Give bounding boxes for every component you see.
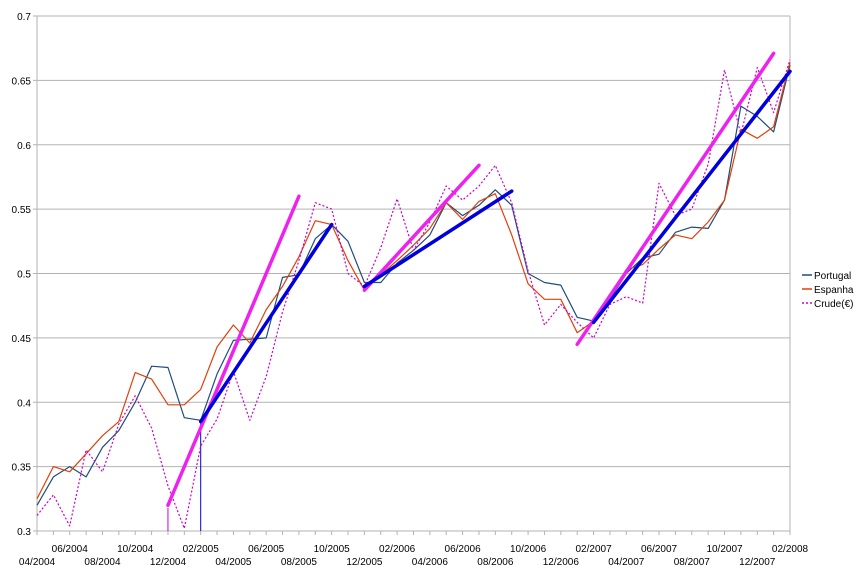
legend-entry: Crude(€) <box>814 299 853 310</box>
y-tick-label: 0.45 <box>12 334 32 345</box>
x-tick-label: 06/2005 <box>248 544 285 555</box>
x-tick-label: 02/2007 <box>575 544 612 555</box>
data-series <box>36 59 791 531</box>
series-line-portugal <box>36 64 791 506</box>
x-axis-ticks: 04/2004 08/2004 12/2004 04/2005 08/2005 12/20… <box>19 544 809 568</box>
x-tick-label: 08/2005 <box>281 557 318 568</box>
x-tick-label: 10/2004 <box>117 544 154 555</box>
x-tick-label: 02/2008 <box>772 544 809 555</box>
trend-line <box>591 69 792 325</box>
x-tick-label: 04/2004 <box>19 557 56 568</box>
x-tick-label: 06/2004 <box>52 544 89 555</box>
legend-entry: Portugal <box>814 271 851 282</box>
legend: Portugal Espanha Crude(€) <box>802 271 854 310</box>
x-tick-label: 06/2007 <box>641 544 678 555</box>
series-line-crude <box>36 59 791 530</box>
x-tick-label: 04/2005 <box>215 557 252 568</box>
legend-entry: Espanha <box>814 285 854 296</box>
x-tick-label: 04/2006 <box>412 557 449 568</box>
x-tick-label: 08/2004 <box>84 557 121 568</box>
x-tick-label: 12/2005 <box>346 557 383 568</box>
y-tick-label: 0.4 <box>17 398 31 409</box>
y-tick-label: 0.7 <box>17 12 31 23</box>
x-tick-label: 10/2006 <box>510 544 547 555</box>
trend-line <box>575 51 776 347</box>
trend-line <box>166 194 301 507</box>
trend-line <box>362 163 481 292</box>
trend-line <box>362 189 514 289</box>
series-line-espanha <box>36 62 791 500</box>
x-tick-label: 08/2007 <box>674 557 711 568</box>
trend-line <box>198 222 334 424</box>
y-tick-label: 0.65 <box>12 76 32 87</box>
x-tick-label: 04/2007 <box>608 557 645 568</box>
x-tick-label: 08/2006 <box>477 557 514 568</box>
trend-lines <box>166 51 792 507</box>
y-tick-label: 0.35 <box>12 463 32 474</box>
y-tick-label: 0.6 <box>17 141 31 152</box>
x-tick-label: 10/2005 <box>314 544 351 555</box>
x-tick-label: 02/2006 <box>379 544 416 555</box>
y-tick-label: 0.5 <box>17 270 31 281</box>
grid-lines <box>33 15 791 535</box>
x-tick-label: 06/2006 <box>445 544 482 555</box>
x-tick-label: 02/2005 <box>183 544 220 555</box>
y-axis-ticks: 0.3 0.35 0.4 0.45 0.5 0.55 0.6 0.65 0.7 <box>12 12 32 538</box>
x-tick-label: 12/2006 <box>543 557 580 568</box>
x-tick-label: 12/2007 <box>739 557 776 568</box>
x-tick-label: 12/2004 <box>150 557 187 568</box>
y-tick-label: 0.55 <box>12 205 32 216</box>
x-tick-label: 10/2007 <box>706 544 743 555</box>
y-tick-label: 0.3 <box>17 527 31 538</box>
